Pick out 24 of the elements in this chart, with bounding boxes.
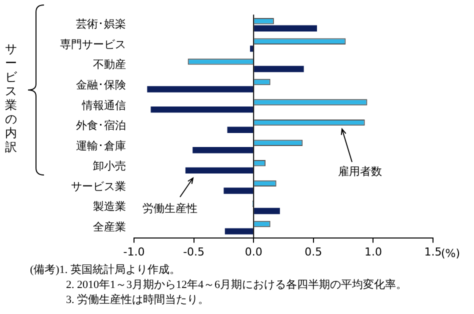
text: (備考)1. 英国統計局より作成。 (30, 263, 182, 278)
y-tick-label: 芸術･娯楽 (76, 18, 126, 31)
y-tick-label: 運輸･倉庫 (76, 139, 126, 152)
y-tick-label: 不動産 (93, 58, 126, 72)
text: 雇用者数 (338, 164, 382, 178)
y-tick-label: 製造業 (93, 200, 126, 214)
y-tick-label: 卸小売 (93, 160, 126, 173)
x-tick-label: 0.5 (304, 245, 322, 258)
x-axis-title: (%) (441, 246, 460, 260)
text: 労働生産性 (142, 202, 198, 215)
x-tick-label: 0.0 (244, 245, 262, 258)
text: 2. 2010年1～3月期から12年4～6月期における各四半期の平均変化率。 (65, 278, 407, 293)
x-tick-label: 1.5 (424, 245, 442, 258)
x-tick-label: -0.5 (183, 245, 205, 258)
x-tick-label: 1.0 (364, 245, 382, 258)
y-tick-label: 外食･宿泊 (76, 119, 126, 132)
x-tick-label: -1.0 (123, 245, 145, 258)
text: 3. 労働生産性は時間当たり。 (65, 293, 210, 308)
y-tick-label: 全産業 (93, 220, 126, 234)
y-tick-label: サービス業 (71, 180, 126, 193)
y-tick-label: 金融･保険 (76, 78, 126, 92)
text: サービス業の内訳 (4, 42, 18, 154)
y-tick-label: 情報通信 (81, 98, 126, 112)
y-tick-label: 専門サービス (60, 38, 126, 51)
